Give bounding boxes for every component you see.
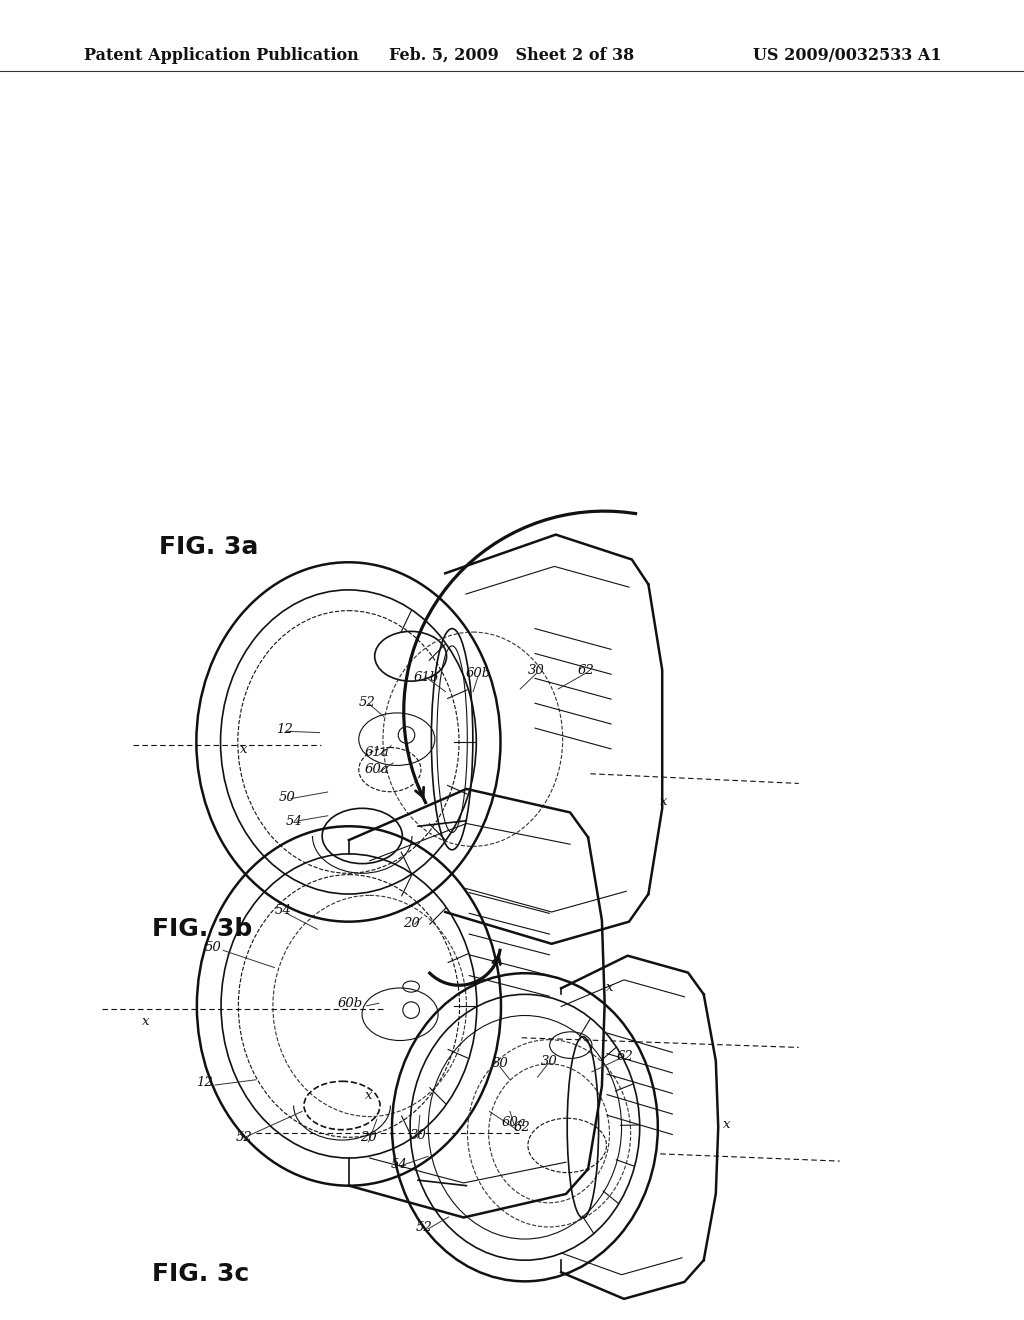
Text: 62: 62	[514, 1121, 530, 1134]
Text: Feb. 5, 2009   Sheet 2 of 38: Feb. 5, 2009 Sheet 2 of 38	[389, 48, 635, 63]
Text: 50: 50	[205, 941, 221, 954]
Text: 12: 12	[197, 1076, 213, 1089]
Text: 54: 54	[286, 814, 302, 828]
Text: 60a: 60a	[365, 763, 389, 776]
Text: x: x	[365, 1089, 373, 1102]
Text: 61a: 61a	[365, 746, 389, 759]
Text: FIG. 3c: FIG. 3c	[152, 1262, 249, 1286]
Text: 62: 62	[578, 664, 594, 677]
Text: 52: 52	[416, 1221, 432, 1234]
Text: x: x	[723, 1118, 731, 1131]
Text: 60b: 60b	[466, 667, 490, 680]
Text: 12: 12	[276, 723, 293, 737]
Text: 60a: 60a	[502, 1115, 526, 1129]
Text: 20: 20	[360, 1131, 377, 1144]
Text: 30: 30	[410, 1129, 426, 1142]
Circle shape	[398, 727, 415, 743]
Text: 54: 54	[391, 1158, 408, 1171]
Text: 52: 52	[236, 1131, 252, 1144]
Text: 52: 52	[358, 696, 375, 709]
Text: 30: 30	[528, 664, 545, 677]
Text: FIG. 3a: FIG. 3a	[159, 535, 258, 558]
Text: 60b: 60b	[338, 997, 362, 1010]
Text: x: x	[240, 743, 248, 756]
Circle shape	[402, 1002, 420, 1019]
Text: US 2009/0032533 A1: US 2009/0032533 A1	[754, 48, 942, 63]
Text: FIG. 3b: FIG. 3b	[152, 917, 252, 941]
Text: Patent Application Publication: Patent Application Publication	[84, 48, 358, 63]
Text: 50: 50	[279, 791, 295, 804]
Text: 20: 20	[403, 917, 420, 931]
Text: 54: 54	[274, 904, 291, 917]
Text: x: x	[141, 1015, 150, 1028]
Text: 80: 80	[492, 1057, 508, 1071]
Text: x: x	[605, 981, 613, 994]
Text: 30: 30	[541, 1055, 557, 1068]
Text: 61b: 61b	[414, 671, 438, 684]
Text: x: x	[659, 795, 668, 808]
Text: 62: 62	[616, 1049, 633, 1063]
